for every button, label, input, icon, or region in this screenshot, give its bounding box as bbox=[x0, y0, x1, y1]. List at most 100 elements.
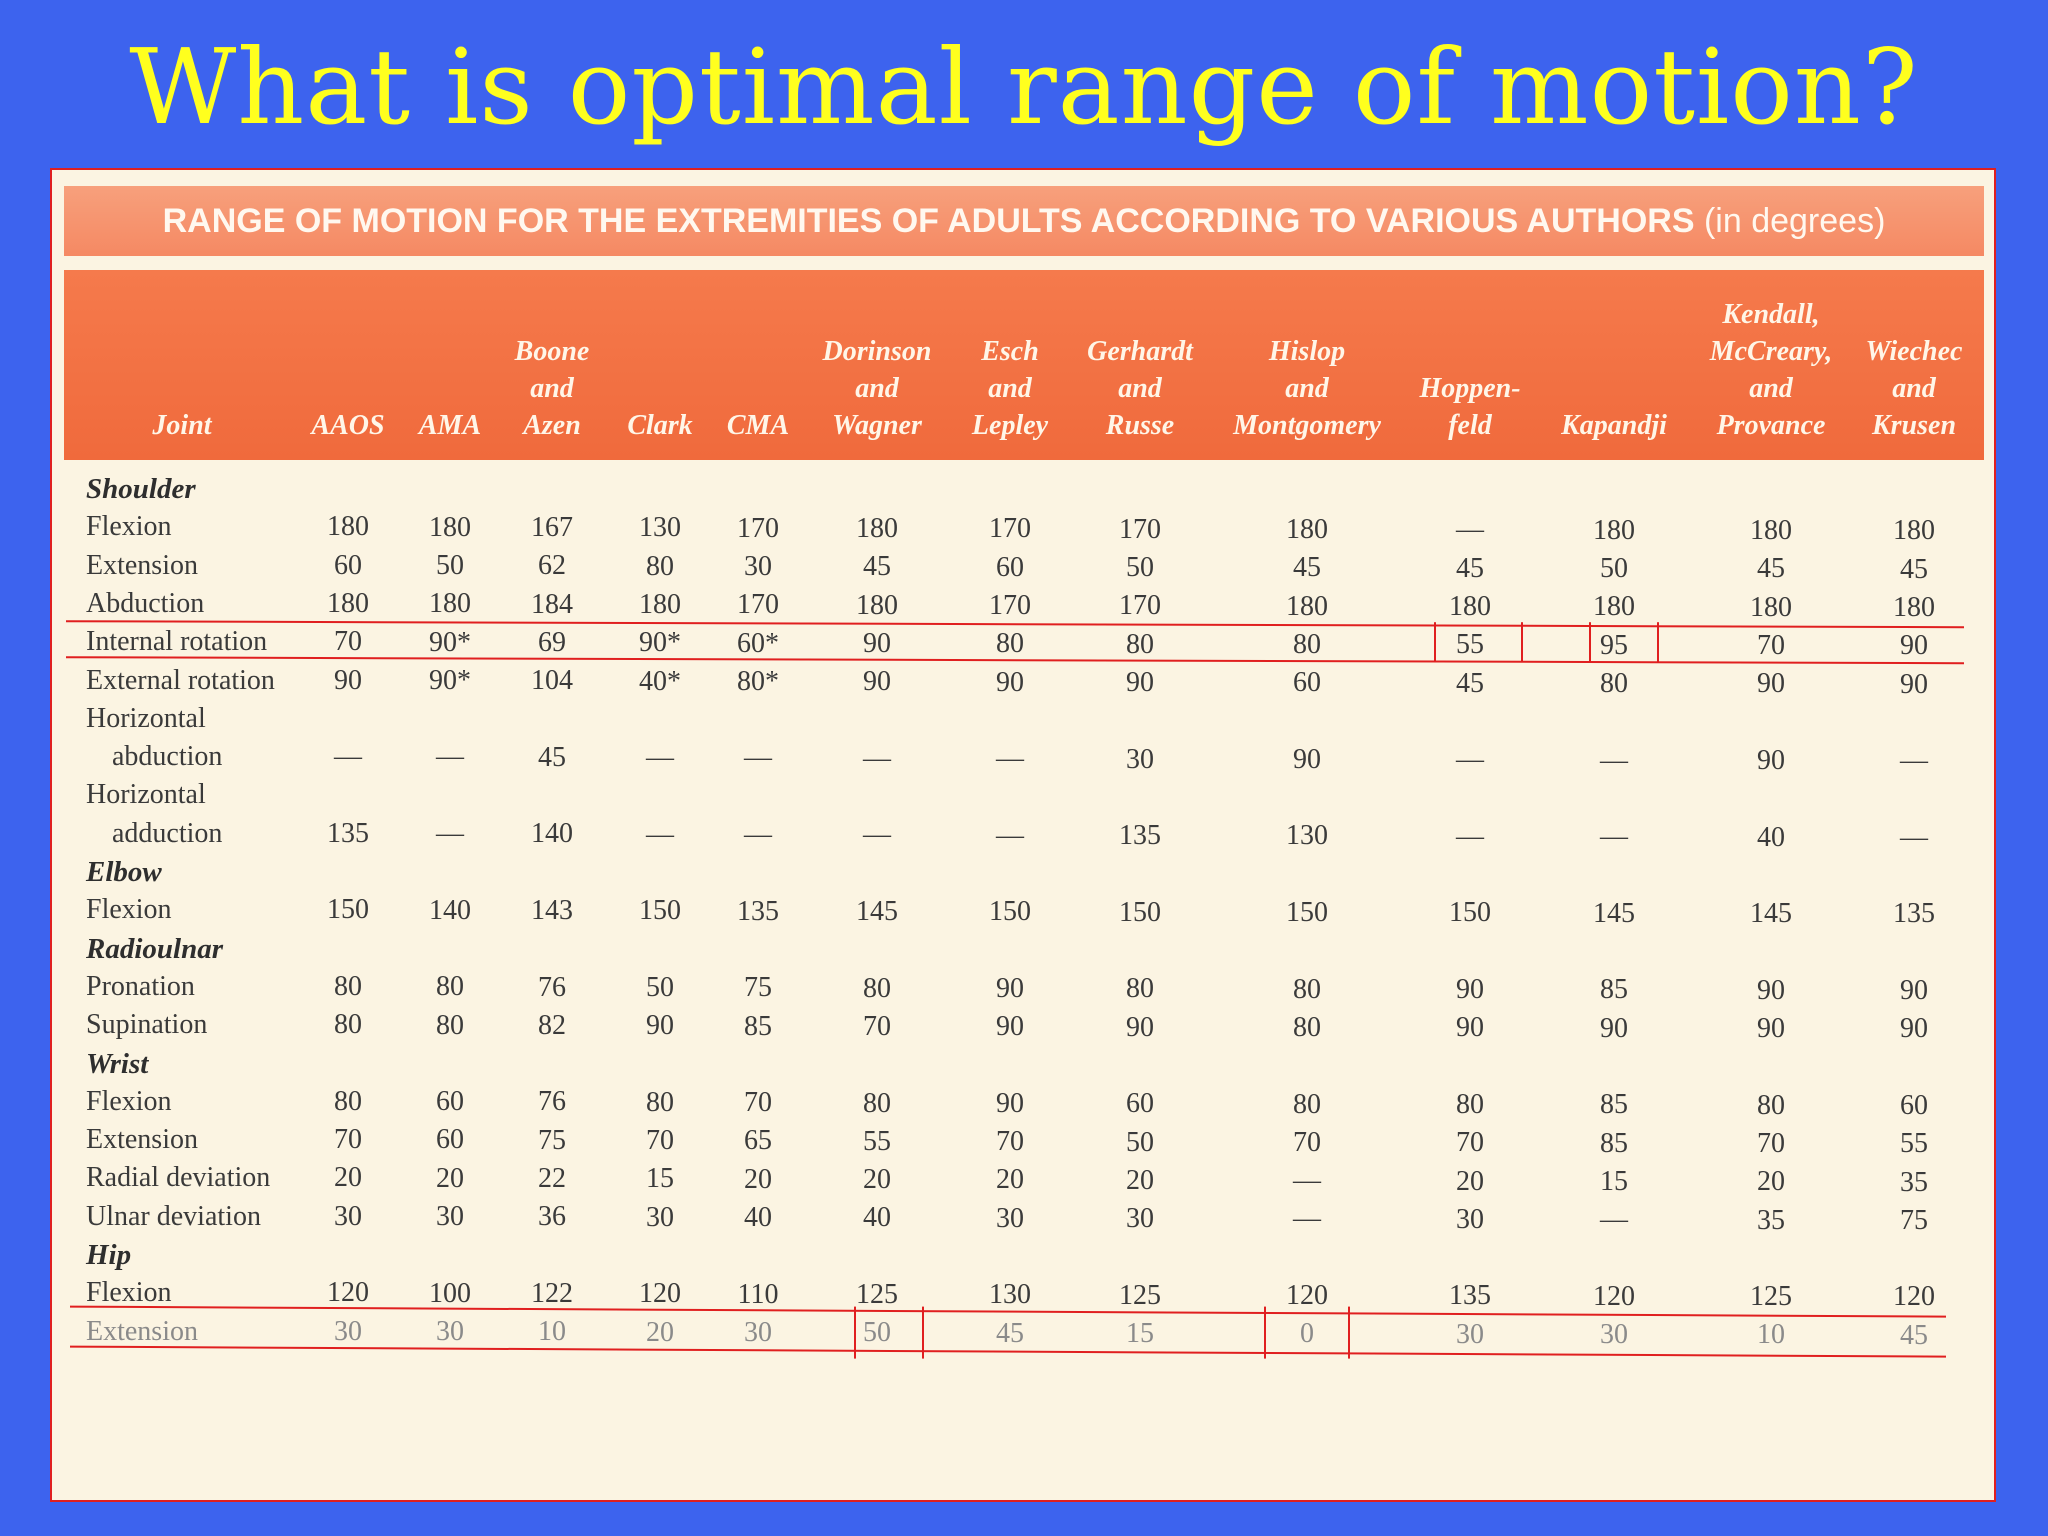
table-cell: 15 bbox=[646, 1163, 674, 1195]
column-header-line: Clark bbox=[627, 410, 693, 441]
annotation-line bbox=[69, 1305, 1947, 1318]
table-cell: 30 bbox=[744, 1316, 772, 1348]
column-header-line: Montgomery bbox=[1233, 410, 1381, 441]
table-cell: — bbox=[996, 819, 1024, 851]
table-cell: 80 bbox=[1293, 973, 1321, 1005]
joint-label: Ulnar deviation bbox=[86, 1200, 261, 1232]
table-cell: 90* bbox=[429, 626, 471, 658]
table-cell: 140 bbox=[429, 894, 471, 926]
table-cell: 150 bbox=[1286, 897, 1328, 929]
table-cell: 70 bbox=[744, 1087, 772, 1119]
table-cell: 90* bbox=[429, 664, 471, 696]
table-cell: 30 bbox=[646, 1201, 674, 1233]
table-cell: 76 bbox=[538, 971, 566, 1003]
column-header: Boone and Azen bbox=[452, 270, 652, 460]
table-cell: 40 bbox=[863, 1202, 891, 1234]
column-header-line: Wiechec bbox=[1865, 336, 1963, 367]
table-cell: 45 bbox=[996, 1317, 1024, 1349]
table-cell: 120 bbox=[1593, 1280, 1635, 1312]
table-cell: 70 bbox=[1456, 1127, 1484, 1159]
column-header: Kendall, McCreary, and Provance bbox=[1671, 270, 1871, 460]
table-cell: 125 bbox=[856, 1279, 898, 1311]
table-cell: — bbox=[1600, 744, 1628, 776]
range-of-motion-table: RANGE OF MOTION FOR THE EXTREMITIES OF A… bbox=[50, 168, 1996, 1502]
table-cell: 90 bbox=[1456, 1012, 1484, 1044]
table-cell: 50 bbox=[1600, 553, 1628, 585]
table-cell: 130 bbox=[1286, 820, 1328, 852]
table-cell: 45 bbox=[1456, 552, 1484, 584]
table-cell: 80 bbox=[863, 972, 891, 1004]
column-header-line: Krusen bbox=[1871, 410, 1957, 441]
joint-label: Flexion bbox=[86, 511, 172, 543]
table-cell: 170 bbox=[737, 512, 779, 544]
table-cell: 85 bbox=[1600, 974, 1628, 1006]
table-cell: 122 bbox=[531, 1277, 573, 1309]
table-banner: RANGE OF MOTION FOR THE EXTREMITIES OF A… bbox=[64, 186, 1984, 256]
table-cell: 80 bbox=[334, 1085, 362, 1117]
table-cell: 10 bbox=[538, 1316, 566, 1348]
table-cell: 50 bbox=[1126, 552, 1154, 584]
table-cell: 70 bbox=[863, 1010, 891, 1042]
table-cell: 90 bbox=[1293, 743, 1321, 775]
table-cell: 45 bbox=[863, 551, 891, 583]
table-cell: — bbox=[436, 741, 464, 773]
table-cell: 60 bbox=[1293, 667, 1321, 699]
table-cell: 90 bbox=[1126, 666, 1154, 698]
table-cell: 90 bbox=[334, 664, 362, 696]
table-cell: 90 bbox=[1600, 1012, 1628, 1044]
column-header: Kapandji bbox=[1514, 270, 1714, 460]
column-header-line: and bbox=[530, 373, 574, 404]
table-cell: 80 bbox=[334, 970, 362, 1002]
table-cell: 45 bbox=[1900, 553, 1928, 585]
table-cell: 50 bbox=[646, 971, 674, 1003]
table-cell: 60 bbox=[436, 1086, 464, 1118]
table-cell: 80 bbox=[863, 1087, 891, 1119]
table-cell: 150 bbox=[989, 896, 1031, 928]
table-cell: 180 bbox=[1449, 591, 1491, 623]
column-header-line: Kendall, bbox=[1722, 299, 1820, 330]
table-cell: — bbox=[646, 742, 674, 774]
table-row: Flexion 150 140 143 150 135 145 150 150 150 150 145… bbox=[52, 891, 1994, 929]
table-cell: 145 bbox=[856, 896, 898, 928]
table-cell: 45 bbox=[1900, 1319, 1928, 1351]
table-cell: 140 bbox=[531, 818, 573, 850]
joint-label: Flexion bbox=[86, 1085, 172, 1117]
table-cell: 135 bbox=[1449, 1280, 1491, 1312]
table-cell: 90 bbox=[863, 627, 891, 659]
table-row: Internal rotation 70 90* 69 90* 60* 90 80 80 80 55… bbox=[52, 623, 1994, 661]
table-cell: 110 bbox=[737, 1278, 779, 1310]
table-cell: 35 bbox=[1757, 1204, 1785, 1236]
table-cell: — bbox=[646, 818, 674, 850]
column-header-line: Hislop bbox=[1268, 336, 1346, 367]
table-cell: 60 bbox=[436, 1124, 464, 1156]
column-header: Joint bbox=[82, 270, 282, 460]
red-annotation-lines bbox=[65, 620, 1965, 1359]
column-header-band: Joint AAOS AMA Boone and Azen Clark CMA Dorinson… bbox=[64, 270, 1984, 460]
table-cell: 30 bbox=[1126, 743, 1154, 775]
table-cell: 20 bbox=[1126, 1164, 1154, 1196]
table-cell: — bbox=[1456, 744, 1484, 776]
table-cell: 50 bbox=[1126, 1126, 1154, 1158]
section-heading: Elbow bbox=[86, 856, 162, 888]
table-cell: — bbox=[863, 742, 891, 774]
table-cell: 80 bbox=[646, 1086, 674, 1118]
table-cell: 90 bbox=[1900, 668, 1928, 700]
table-cell: 80 bbox=[1757, 1089, 1785, 1121]
column-header: Dorinson and Wagner bbox=[777, 270, 977, 460]
table-cell: 40* bbox=[639, 665, 681, 697]
table-cell: 180 bbox=[327, 511, 369, 543]
table-cell: 90 bbox=[1900, 975, 1928, 1007]
table-cell: 30 bbox=[436, 1315, 464, 1347]
joint-label: abduction bbox=[112, 741, 223, 773]
table-cell: 80 bbox=[646, 550, 674, 582]
table-cell: 180 bbox=[1593, 591, 1635, 623]
annotation-line bbox=[65, 620, 1965, 629]
table-row: External rotation 90 90* 104 40* 80* 90 90 90 60 4… bbox=[52, 662, 1994, 700]
table-cell: 70 bbox=[1757, 1127, 1785, 1159]
table-cell: 143 bbox=[531, 894, 573, 926]
table-cell: 90 bbox=[1757, 668, 1785, 700]
table-cell: — bbox=[744, 742, 772, 774]
section-heading: Hip bbox=[86, 1239, 132, 1271]
table-cell: 50 bbox=[863, 1317, 891, 1349]
table-cell: 90 bbox=[1126, 1011, 1154, 1043]
